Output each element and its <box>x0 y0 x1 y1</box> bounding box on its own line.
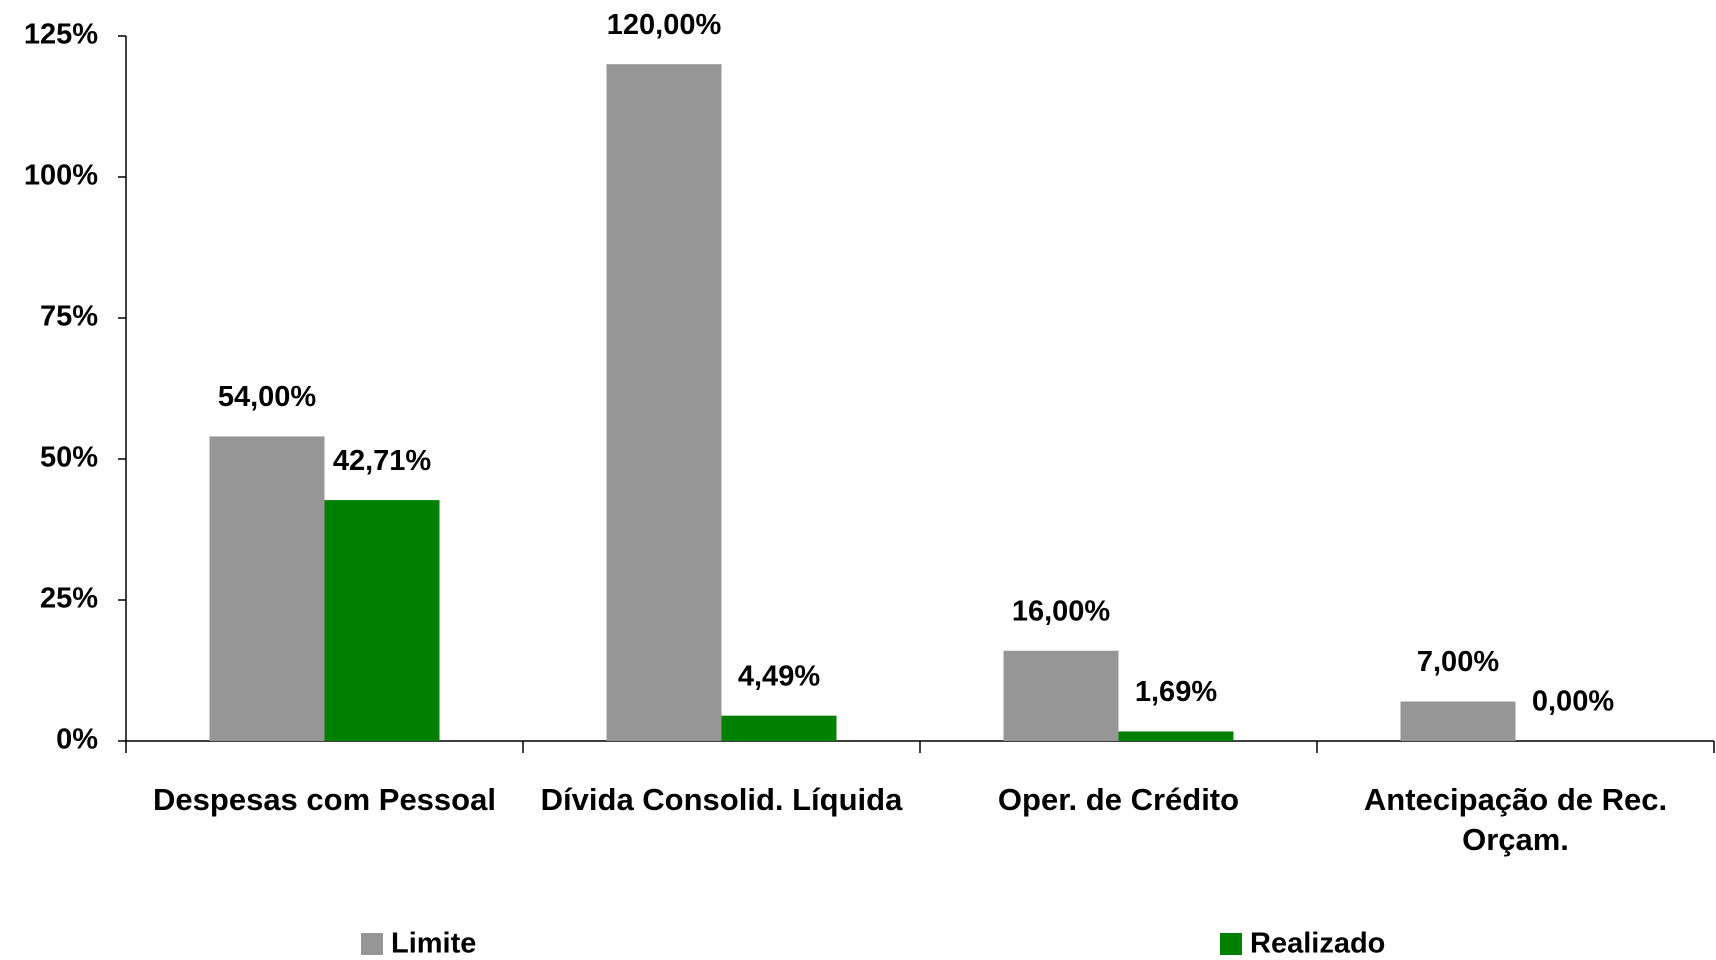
x-tick-label: Despesas com Pessoal <box>153 782 496 817</box>
legend-swatch <box>361 933 383 955</box>
value-label: 4,49% <box>738 660 820 692</box>
bar <box>1118 731 1234 741</box>
y-tick-label: 0% <box>56 724 98 756</box>
legend-label: Realizado <box>1250 928 1385 960</box>
x-tick-label: Antecipação de Rec. Orçam. <box>1363 782 1668 857</box>
y-tick-label: 125% <box>24 19 98 51</box>
value-label: 120,00% <box>607 9 722 41</box>
y-tick-label: 25% <box>40 583 98 615</box>
x-tick-label: Dívida Consolid. Líquida <box>540 782 903 817</box>
value-label: 1,69% <box>1135 676 1217 708</box>
value-label: 16,00% <box>1012 595 1111 627</box>
bar <box>1400 701 1516 741</box>
y-tick-label: 50% <box>40 442 98 474</box>
bar <box>324 500 440 741</box>
value-label: 54,00% <box>218 381 317 413</box>
value-label: 0,00% <box>1532 686 1614 718</box>
y-tick-label: 100% <box>24 160 98 192</box>
legend-swatch <box>1220 933 1242 955</box>
x-tick-label: Oper. de Crédito <box>997 782 1240 817</box>
bar <box>1003 650 1119 741</box>
bar <box>721 715 837 741</box>
y-tick-label: 75% <box>40 301 98 333</box>
legend-label: Limite <box>391 928 476 960</box>
value-label: 7,00% <box>1417 646 1499 678</box>
bar <box>606 64 722 741</box>
value-label: 42,71% <box>333 445 432 477</box>
bar <box>209 436 325 741</box>
